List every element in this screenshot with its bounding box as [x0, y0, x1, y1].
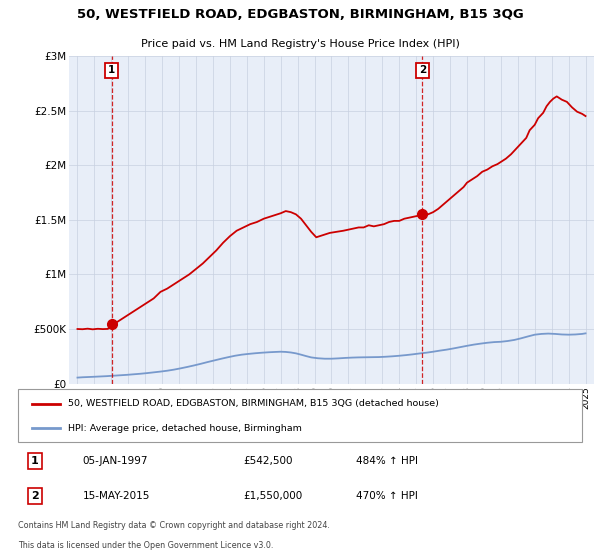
Text: £542,500: £542,500: [244, 456, 293, 466]
Text: 1: 1: [31, 456, 39, 466]
Text: 470% ↑ HPI: 470% ↑ HPI: [356, 491, 418, 501]
Text: HPI: Average price, detached house, Birmingham: HPI: Average price, detached house, Birm…: [68, 423, 302, 432]
Text: Price paid vs. HM Land Registry's House Price Index (HPI): Price paid vs. HM Land Registry's House …: [140, 39, 460, 49]
Text: 1: 1: [108, 65, 115, 75]
Text: £1,550,000: £1,550,000: [244, 491, 303, 501]
Text: 2: 2: [31, 491, 39, 501]
Text: 15-MAY-2015: 15-MAY-2015: [83, 491, 150, 501]
FancyBboxPatch shape: [18, 389, 582, 442]
Text: 50, WESTFIELD ROAD, EDGBASTON, BIRMINGHAM, B15 3QG (detached house): 50, WESTFIELD ROAD, EDGBASTON, BIRMINGHA…: [68, 399, 439, 408]
Text: This data is licensed under the Open Government Licence v3.0.: This data is licensed under the Open Gov…: [18, 541, 274, 550]
Text: 2: 2: [419, 65, 426, 75]
Text: 484% ↑ HPI: 484% ↑ HPI: [356, 456, 418, 466]
Text: 05-JAN-1997: 05-JAN-1997: [83, 456, 148, 466]
Text: Contains HM Land Registry data © Crown copyright and database right 2024.: Contains HM Land Registry data © Crown c…: [18, 521, 330, 530]
Text: 50, WESTFIELD ROAD, EDGBASTON, BIRMINGHAM, B15 3QG: 50, WESTFIELD ROAD, EDGBASTON, BIRMINGHA…: [77, 8, 523, 21]
